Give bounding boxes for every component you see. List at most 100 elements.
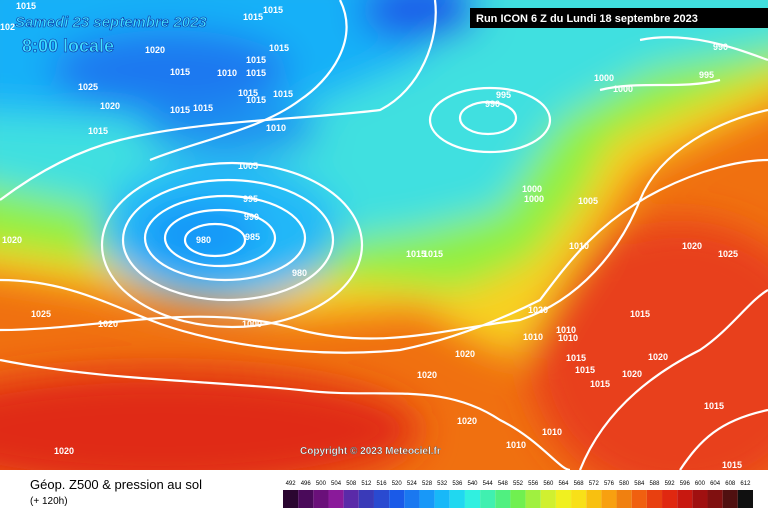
scale-label: 544: [483, 481, 494, 487]
isobar-label: 980: [196, 235, 211, 245]
isobar-label: 990: [713, 42, 728, 52]
isobar-label: 1010: [523, 332, 543, 342]
scale-swatch: [692, 490, 708, 508]
scale-label: 528: [422, 481, 433, 487]
scale-label: 596: [680, 481, 691, 487]
scale-swatch: [722, 490, 738, 508]
isobar-label: 1020: [100, 101, 120, 111]
isobar-label: 1015: [269, 43, 289, 53]
isobar-label: 1020: [417, 370, 437, 380]
isobar-label: 1015: [238, 88, 258, 98]
scale-label: 520: [392, 481, 403, 487]
run-box: [470, 8, 768, 28]
scale-label: 492: [286, 481, 297, 487]
scale-label: 496: [301, 481, 312, 487]
isobar-label: 1015: [704, 401, 724, 411]
isobar-label: 1010: [266, 123, 286, 133]
isobar-label: 1015: [263, 5, 283, 15]
isobar-label: 1000: [524, 194, 544, 204]
scale-swatch: [677, 490, 693, 508]
scale-swatch: [525, 490, 541, 508]
scale-swatch: [404, 490, 420, 508]
scale-swatch: [464, 490, 481, 508]
legend-lead: (+ 120h): [30, 496, 68, 507]
isobar-label: 1015: [423, 249, 443, 259]
scale-swatch: [601, 490, 617, 508]
scale-swatch: [343, 490, 359, 508]
run: Run ICON 6 Z du Lundi 18 septembre 2023: [476, 13, 698, 25]
isobar-label: 1015: [246, 55, 266, 65]
scale-swatch: [510, 490, 526, 508]
isobar-label: 1010: [569, 241, 589, 251]
isobar-label: 1015: [590, 379, 610, 389]
scale-label: 580: [619, 481, 630, 487]
scale-swatch: [389, 490, 405, 508]
isobar-label: 1020: [98, 319, 118, 329]
scale-swatch: [373, 490, 390, 508]
isobar-label: 1020: [2, 235, 22, 245]
isobar-label: 1015: [193, 103, 213, 113]
time: 8:00 locale: [22, 36, 114, 56]
scale-swatch: [662, 490, 678, 508]
scale-label: 504: [331, 481, 342, 487]
scale-swatch: [358, 490, 374, 508]
scale-label: 532: [437, 481, 448, 487]
scale-label: 516: [377, 481, 388, 487]
isobar-label: 1015: [630, 309, 650, 319]
scale-swatch: [449, 490, 465, 508]
isobar-label: 1000: [242, 319, 262, 329]
scale-label: 612: [740, 481, 751, 487]
scale-label: 556: [528, 481, 539, 487]
scale-label: 572: [589, 481, 600, 487]
scale-swatch: [283, 490, 299, 508]
isobar-label: 990: [485, 99, 500, 109]
isobar-label: 1015: [243, 12, 263, 22]
scale-label: 508: [346, 481, 357, 487]
isobar-label: 1000: [594, 73, 614, 83]
scale-swatch: [555, 490, 572, 508]
scale-label: 500: [316, 481, 327, 487]
scale-label: 608: [725, 481, 736, 487]
scale-swatch: [419, 490, 435, 508]
isobar-label: 1020: [455, 349, 475, 359]
isobar-label: 1025: [718, 249, 738, 259]
isobar-label: 1020: [648, 352, 668, 362]
date: Samedi 23 septembre 2023: [15, 14, 207, 31]
scale-label: 512: [361, 481, 372, 487]
isobar-label: 1010: [558, 333, 578, 343]
isobar-label: 1015: [273, 89, 293, 99]
scale-swatch: [313, 490, 329, 508]
isobar-label: 1015: [170, 67, 190, 77]
isobar-label: 1020: [145, 45, 165, 55]
scale-label: 604: [710, 481, 721, 487]
isobar-label: 1010: [556, 325, 576, 335]
isobar-label: 995: [699, 70, 714, 80]
isobar-label: 995: [496, 90, 511, 100]
scale-swatch: [540, 490, 556, 508]
isobar-label: 1020: [528, 305, 548, 315]
scale-label: 600: [695, 481, 706, 487]
scale-swatch: [586, 490, 602, 508]
copyright: Copyright © 2023 Meteociel.fr: [300, 446, 441, 457]
isobar-label: 1020: [682, 241, 702, 251]
scale-label: 564: [558, 481, 569, 487]
isobar-label: 102: [0, 22, 15, 32]
isobar-label: 1000: [522, 184, 542, 194]
legend-title: Géop. Z500 & pression au sol: [30, 477, 202, 492]
isobar-label: 1015: [246, 95, 266, 105]
isobar-label: 1015: [722, 460, 742, 470]
isobar-label: 995: [243, 194, 258, 204]
isobar-label: 1000: [613, 84, 633, 94]
scale-swatch: [480, 490, 496, 508]
isobar-label: 1015: [88, 126, 108, 136]
isobar-label: 1010: [217, 68, 237, 78]
isobar-label: 1015: [566, 353, 586, 363]
scale-label: 592: [665, 481, 676, 487]
isobar-label: 1010: [506, 440, 526, 450]
scale-swatch: [646, 490, 663, 508]
isobar-label: 1015: [16, 1, 36, 11]
isobar-label: 1015: [170, 105, 190, 115]
color-scale: 492 496 500 504 508 512 516 520 524 528 532 536 540 5…: [283, 481, 753, 508]
